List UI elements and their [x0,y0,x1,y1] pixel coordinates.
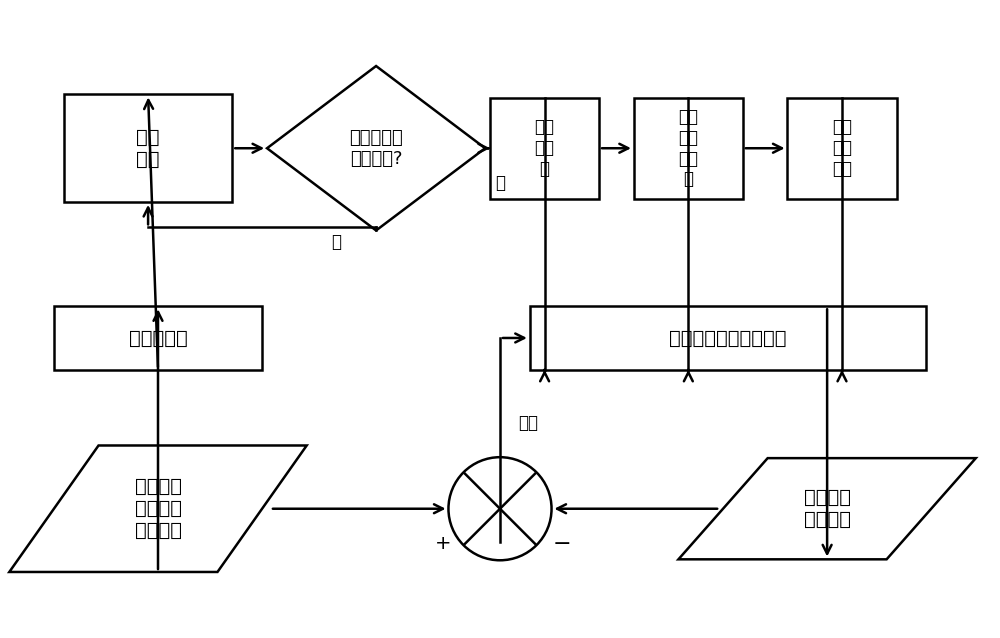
Bar [634,98,743,199]
Polygon shape [678,458,976,560]
Bar [54,306,262,369]
Text: 初始
权值
确定: 初始 权值 确定 [832,119,852,178]
Text: 实时天气
预报数据: 实时天气 预报数据 [804,488,851,530]
Text: 小波基函数
满足条件?: 小波基函数 满足条件? [349,129,403,168]
Polygon shape [9,445,307,572]
Text: 隐含
层节
点确
定: 隐含 层节 点确 定 [678,108,698,188]
Bar [787,98,897,199]
Text: 否: 否 [331,233,341,251]
Text: 历史天气
与轨道门
风力数据: 历史天气 与轨道门 风力数据 [135,477,182,540]
Bar [530,306,926,369]
Text: 输入
层确
定: 输入 层确 定 [535,119,555,178]
Text: 小波
变换: 小波 变换 [136,128,160,168]
Circle shape [448,457,552,560]
Text: −: − [552,533,571,554]
Text: 误差: 误差 [518,414,538,433]
Text: 归一化处理: 归一化处理 [129,329,187,348]
Bar [490,98,599,199]
Text: +: + [435,534,452,553]
Text: 是: 是 [495,174,505,192]
Text: 小波神经网络综合评测: 小波神经网络综合评测 [669,329,787,348]
Polygon shape [267,66,485,230]
Bar [64,94,232,202]
